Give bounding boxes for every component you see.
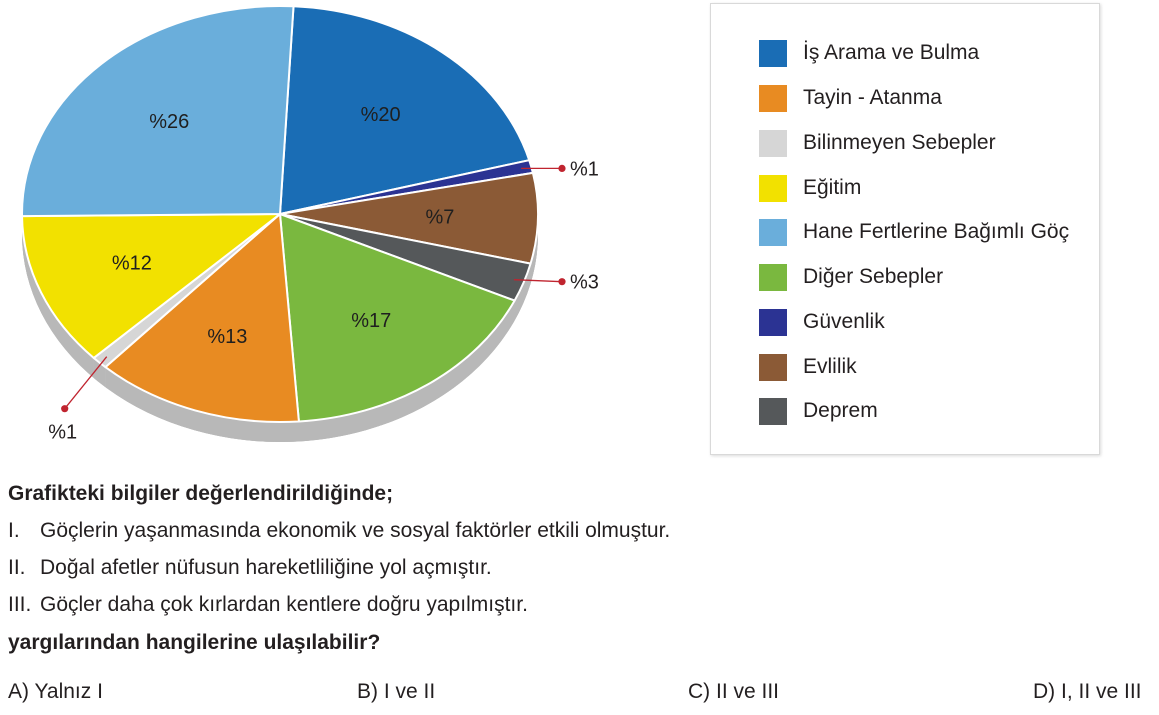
statement-number: III. xyxy=(8,593,32,616)
legend-label: Bilinmeyen Sebepler xyxy=(803,131,996,154)
statement-1: I. Göçlerin yaşanmasında ekonomik ve sosy… xyxy=(8,519,670,543)
legend-label: Deprem xyxy=(803,399,878,422)
callout-line xyxy=(64,356,108,410)
pie-slice xyxy=(104,213,300,423)
statement-text: Doğal afetler nüfusun hareketliliğine yo… xyxy=(40,556,492,579)
callout-dot xyxy=(61,405,69,413)
statement-number: I. xyxy=(8,519,20,542)
slice-label: %26 xyxy=(149,111,189,133)
pie-slice xyxy=(279,213,516,423)
pie-slice-side xyxy=(22,216,94,378)
legend-item: Tayin - Atanma xyxy=(759,83,942,113)
legend-label: Evlilik xyxy=(803,355,857,378)
pie-slices xyxy=(21,5,539,423)
legend-item: Eğitim xyxy=(759,173,861,203)
question-prompt: yargılarından hangilerine ulaşılabilir? xyxy=(8,631,381,654)
legend-label: Eğitim xyxy=(803,176,862,199)
legend-swatch xyxy=(759,397,787,425)
legend: İş Arama ve Bulma Tayin - Atanma Bilinme… xyxy=(710,3,1100,455)
option-b[interactable]: B) I ve II xyxy=(357,680,436,703)
legend-label: Tayin - Atanma xyxy=(803,86,942,109)
option-d[interactable]: D) I, II ve III xyxy=(1033,680,1142,703)
legend-item: Güvenlik xyxy=(759,307,885,337)
legend-label: İş Arama ve Bulma xyxy=(803,41,980,64)
statement-text: Göçlerin yaşanmasında ekonomik ve sosyal… xyxy=(40,519,671,542)
legend-swatch xyxy=(759,84,787,112)
pie-slice-side xyxy=(530,214,538,284)
pie-slice xyxy=(279,171,539,265)
legend-swatch xyxy=(759,39,787,67)
legend-label: Diğer Sebepler xyxy=(803,265,944,288)
legend-swatch xyxy=(759,308,787,336)
pie-slice xyxy=(21,5,295,218)
question-intro: Grafikteki bilgiler değerlendirildiğinde… xyxy=(8,482,394,505)
pie-slice-side xyxy=(298,300,515,442)
legend-swatch xyxy=(759,218,787,246)
legend-swatch xyxy=(759,129,787,157)
statement-text: Göçler daha çok kırlardan kentlere doğru… xyxy=(40,593,528,616)
legend-item: İş Arama ve Bulma xyxy=(759,38,979,68)
legend-label: Hane Fertlerine Bağımlı Göç xyxy=(803,220,1070,243)
legend-item: Evlilik xyxy=(759,352,857,382)
callout-label: %1 xyxy=(48,422,77,444)
slice-label: %17 xyxy=(351,310,391,332)
pie-callouts: %1 %3 %1 xyxy=(48,158,599,443)
option-a[interactable]: A) Yalnız I xyxy=(8,680,103,703)
callout-dot xyxy=(558,278,566,286)
pie-chart: %20 %7 %17 %13 %12 %26 %1 %3 %1 xyxy=(21,5,599,444)
legend-swatch xyxy=(759,263,787,291)
legend-item: Diğer Sebepler xyxy=(759,262,943,292)
callout-label: %1 xyxy=(570,158,599,180)
legend-label: Güvenlik xyxy=(803,310,885,333)
legend-item: Hane Fertlerine Bağımlı Göç xyxy=(759,217,1069,247)
legend-item: Bilinmeyen Sebepler xyxy=(759,128,996,158)
statement-2: II. Doğal afetler nüfusun hareketliliğine… xyxy=(8,556,492,580)
legend-item: Deprem xyxy=(759,396,878,426)
pie-slice xyxy=(21,213,281,359)
slice-label: %7 xyxy=(425,207,454,229)
callout-dot xyxy=(558,164,566,173)
pie-labels: %20 %7 %17 %13 %12 %26 xyxy=(112,104,454,348)
slice-label: %20 xyxy=(361,104,401,126)
pie-slice-side xyxy=(105,367,299,443)
pie-slice xyxy=(279,5,531,215)
slice-label: %13 xyxy=(207,326,247,348)
legend-swatch xyxy=(759,353,787,381)
callout-line xyxy=(513,279,563,283)
callout-label: %3 xyxy=(570,272,599,294)
legend-swatch xyxy=(759,174,787,202)
statement-3: III. Göçler daha çok kırlardan kentlere d… xyxy=(8,593,528,617)
slice-label: %12 xyxy=(112,253,152,275)
option-c[interactable]: C) II ve III xyxy=(688,680,780,703)
statement-number: II. xyxy=(8,556,26,579)
